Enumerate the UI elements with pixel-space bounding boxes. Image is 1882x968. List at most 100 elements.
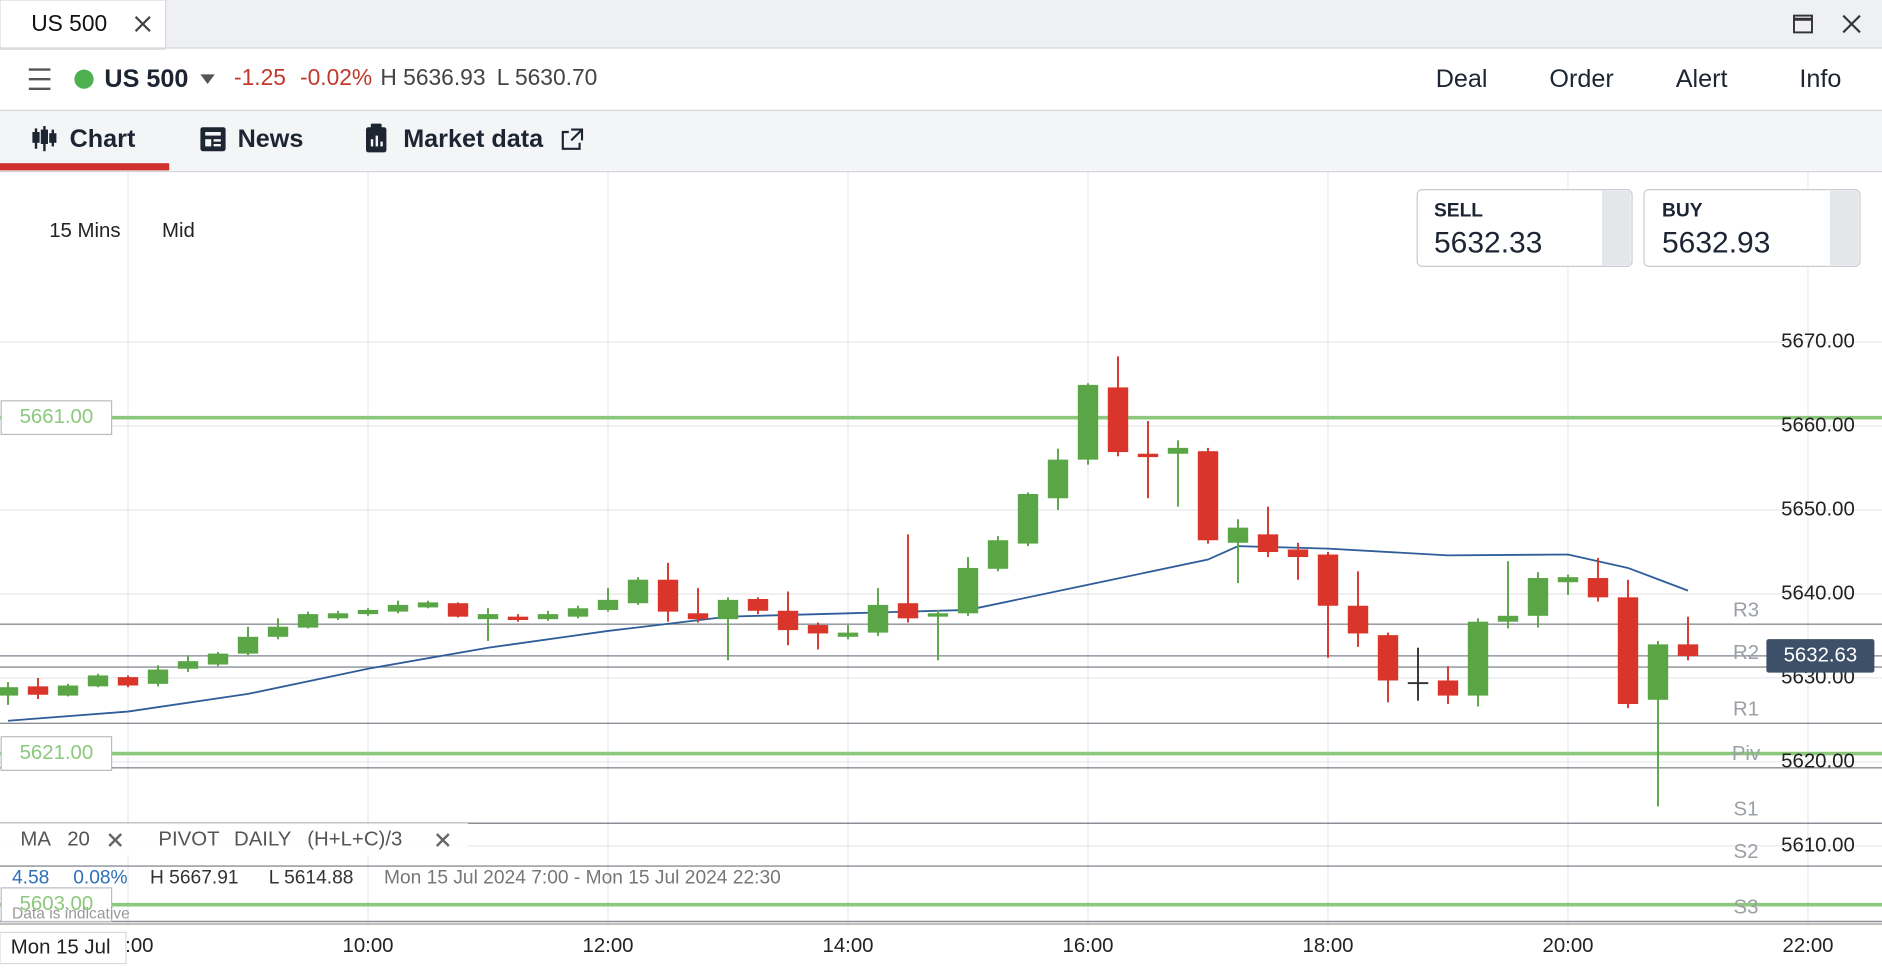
candle-body xyxy=(1467,621,1489,696)
candle-body xyxy=(987,540,1009,569)
window-tab[interactable] xyxy=(0,0,167,50)
pivot-label: R3 xyxy=(1733,599,1759,621)
close-tab-icon[interactable] xyxy=(134,16,151,32)
y-tick-label: 5660.00 xyxy=(1781,414,1855,436)
candle-body xyxy=(627,579,649,604)
x-tick-label: 10:00 xyxy=(343,935,394,957)
day-low: L 5630.70 xyxy=(497,64,598,90)
candle-body xyxy=(1197,451,1219,541)
candle-body xyxy=(1017,494,1039,544)
market-data-tab[interactable]: Market data xyxy=(403,125,544,153)
candle-body xyxy=(1137,453,1159,458)
period-change: 4.58 xyxy=(12,867,49,888)
candle-body xyxy=(1377,635,1399,681)
deal-button[interactable]: Deal xyxy=(1436,65,1488,93)
level-label-box xyxy=(0,736,113,771)
candle-body xyxy=(1497,615,1519,622)
market-open-dot xyxy=(74,69,94,89)
order-button[interactable]: Order xyxy=(1549,65,1613,93)
maximize-icon[interactable] xyxy=(1793,14,1813,34)
candle-body xyxy=(1347,605,1369,634)
y-tick-label: 5650.00 xyxy=(1781,498,1855,520)
level-label: 5661.00 xyxy=(20,406,94,428)
remove-pivot-icon[interactable] xyxy=(435,833,450,847)
candle-body xyxy=(1437,680,1459,696)
price-change: -1.25 xyxy=(234,64,286,90)
candle-body xyxy=(1107,387,1129,453)
level-label: 5603.00 xyxy=(20,893,94,915)
indicator-legend-bg xyxy=(0,823,469,856)
period-range: Mon 15 Jul 2024 7:00 - Mon 15 Jul 2024 2… xyxy=(384,867,781,888)
external-link-icon[interactable] xyxy=(561,128,584,150)
candle-body xyxy=(957,567,979,614)
candle-body xyxy=(87,675,109,687)
price-type-selector[interactable]: Mid xyxy=(162,220,195,242)
pivot-label: S2 xyxy=(1734,841,1759,863)
pivot-label: R2 xyxy=(1733,642,1759,664)
candle-body xyxy=(567,608,589,617)
date-label-box xyxy=(0,931,127,965)
x-tick-label: 16:00 xyxy=(1062,935,1113,957)
candle-body xyxy=(1527,578,1549,616)
bottom: 08:00 10:00 12:00 14:00 16:00 18:00 20:00 22:00… xyxy=(0,906,1882,965)
x-tick-label: 18:00 xyxy=(1302,935,1353,957)
date-label: Mon 15 Jul xyxy=(11,936,111,958)
instrument-dropdown[interactable] xyxy=(200,74,215,84)
sell-price: 5632.33 xyxy=(1434,227,1542,260)
pivot-label: Piv xyxy=(1732,743,1761,765)
pivot-formula: (H+L+C)/3 xyxy=(307,828,402,850)
candle-body xyxy=(507,616,529,621)
candle-body xyxy=(0,687,19,696)
candle-body xyxy=(687,613,709,620)
candle-body xyxy=(807,625,829,634)
close-window-icon[interactable] xyxy=(1842,14,1861,34)
candle-body xyxy=(417,602,439,608)
candle-body xyxy=(867,604,889,633)
chart-tab[interactable]: Chart xyxy=(70,125,136,153)
period-high: H 5667.91 xyxy=(150,867,239,888)
candle-body xyxy=(657,579,679,612)
candle-body xyxy=(1227,527,1249,543)
sell-box[interactable] xyxy=(1416,188,1633,267)
candle-body xyxy=(837,632,859,637)
news-tab[interactable]: News xyxy=(238,125,304,153)
sell-label: SELL xyxy=(1434,200,1483,221)
candle-body xyxy=(357,609,379,615)
menu-icon[interactable] xyxy=(28,68,51,90)
remove-ma-icon[interactable] xyxy=(108,833,123,847)
buy-price: 5632.93 xyxy=(1662,227,1770,260)
instrument-name[interactable]: US 500 xyxy=(104,65,188,93)
candles xyxy=(0,356,1699,807)
candle-body xyxy=(267,626,289,637)
y-tick-label: 5620.00 xyxy=(1781,750,1855,772)
pivot-period[interactable]: DAILY xyxy=(234,828,292,850)
candle-body xyxy=(27,686,49,695)
candle-body xyxy=(597,599,619,610)
candle-body xyxy=(1587,578,1609,598)
info-button[interactable]: Info xyxy=(1799,65,1841,93)
candle-body xyxy=(1047,459,1069,499)
candle-body xyxy=(327,613,349,619)
candle-body xyxy=(1647,644,1669,700)
alert-button[interactable]: Alert xyxy=(1676,65,1728,93)
grid xyxy=(0,171,1882,924)
x-tick-label: 14:00 xyxy=(823,935,874,957)
day-high: H 5636.93 xyxy=(380,64,485,90)
y-tick-label: 5640.00 xyxy=(1781,582,1855,604)
y-tick-label: 5610.00 xyxy=(1781,834,1855,856)
candle-body xyxy=(207,653,229,665)
buy-label: BUY xyxy=(1662,200,1703,221)
title-bar xyxy=(0,0,1882,48)
candle-body xyxy=(117,677,139,686)
candle-body xyxy=(717,599,739,620)
ma-period[interactable]: 20 xyxy=(67,828,90,850)
level-label: 5621.00 xyxy=(20,742,94,764)
interval-selector[interactable]: 15 Mins xyxy=(49,220,120,242)
market-data-tab-icon xyxy=(366,123,387,153)
news-tab-icon xyxy=(200,127,226,152)
candle-body xyxy=(897,603,919,619)
active-tab-indicator xyxy=(0,163,170,171)
candle-body xyxy=(237,636,259,654)
x-tick-label: 20:00 xyxy=(1542,935,1593,957)
buy-box[interactable] xyxy=(1643,188,1861,267)
